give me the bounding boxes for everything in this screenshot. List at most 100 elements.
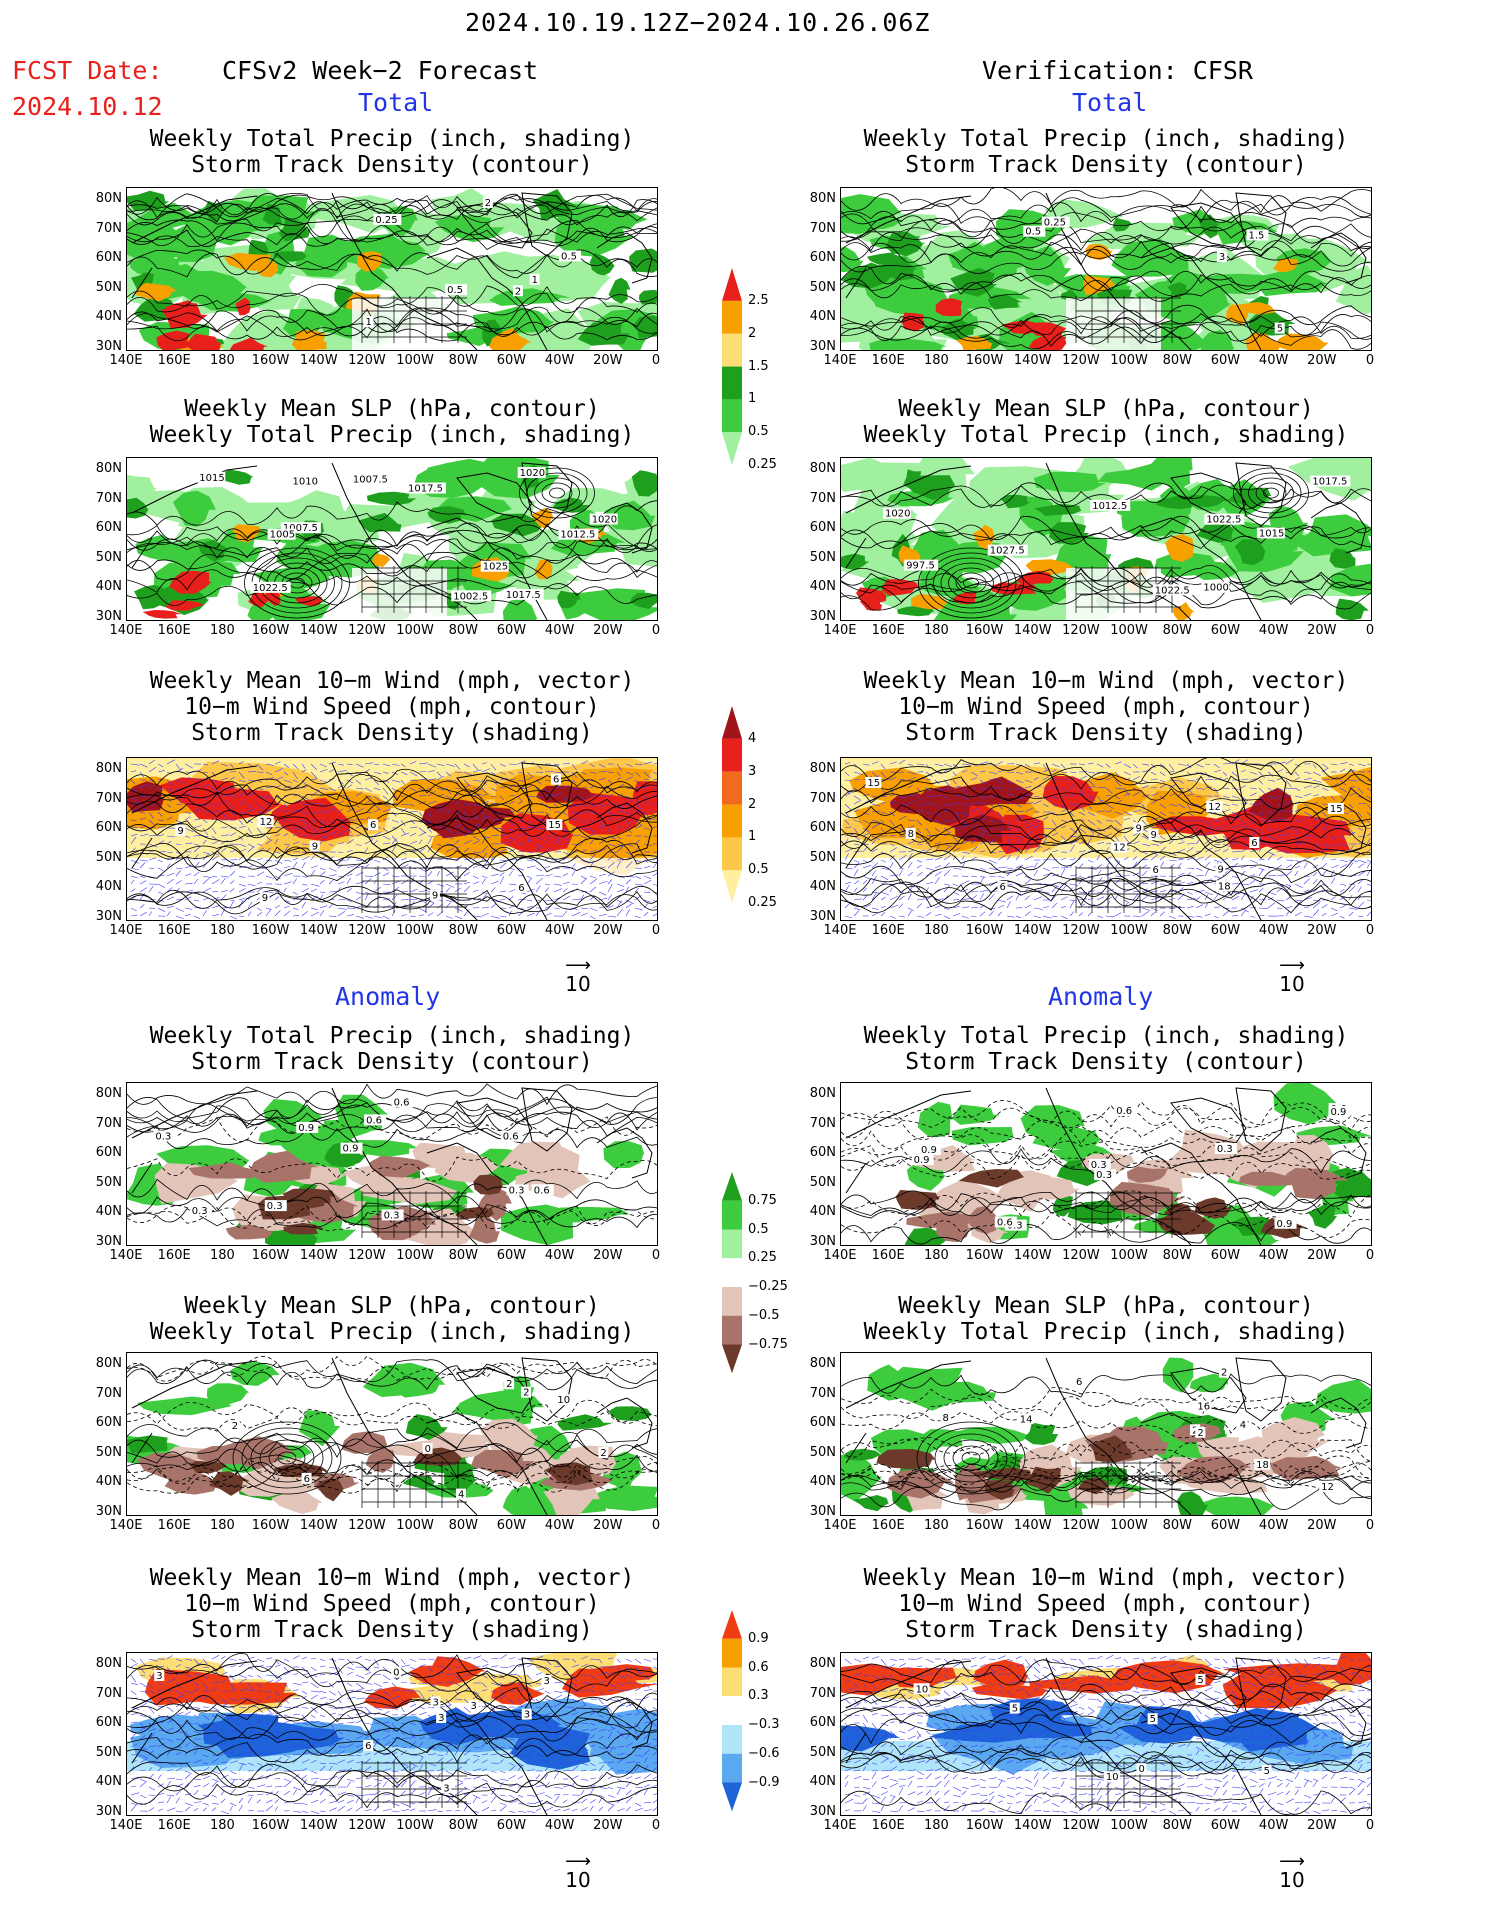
contour-line (841, 265, 1371, 293)
wind-vector (463, 1786, 470, 1791)
wind-vector (319, 787, 329, 790)
title-line: 10−m Wind Speed (mph, contour) (184, 694, 600, 720)
wind-vector (409, 1703, 417, 1708)
wind-vector (364, 777, 372, 781)
wind-vector (1024, 911, 1031, 917)
contour-line (127, 249, 657, 278)
wind-vector (481, 1689, 488, 1692)
lon-label: 160E (871, 923, 905, 938)
wind-vector (580, 859, 590, 864)
wind-vector (553, 1795, 560, 1804)
wind-vector (328, 830, 337, 837)
wind-vector (997, 779, 1005, 786)
wind-vector (238, 792, 245, 797)
wind-vector (1240, 910, 1246, 917)
wind-vector (1366, 771, 1371, 773)
wind-vector (274, 1748, 281, 1756)
title-line: Weekly Mean 10−m Wind (mph, vector) (863, 668, 1349, 694)
wind-vector (418, 1754, 424, 1758)
wind-vector (1060, 778, 1068, 781)
wind-vector (553, 1732, 560, 1740)
wind-vector (355, 1682, 364, 1689)
wind-vector (148, 1722, 153, 1727)
wind-vector (247, 770, 257, 773)
contour-line (841, 850, 1371, 878)
wind-vector (364, 1766, 372, 1772)
wind-vector (409, 779, 419, 782)
wind-vector (907, 800, 915, 805)
title-line: Storm Track Density (shading) (905, 1617, 1307, 1643)
wind-vector (1141, 911, 1149, 917)
contour-label-text: 1025 (483, 562, 508, 573)
anomaly-precip-shade (1176, 1491, 1209, 1515)
wind-vector (607, 1804, 615, 1812)
wind-vector (220, 1786, 229, 1788)
wind-vector (1060, 808, 1068, 813)
lat-label: 50N (95, 549, 122, 565)
coastline-layer (131, 192, 653, 350)
wind-vector (1006, 803, 1013, 805)
coastline (331, 1657, 478, 1815)
wind-vector (562, 888, 568, 893)
wind-vector (1303, 811, 1312, 817)
contour-label: 0.6 (364, 1114, 387, 1126)
wind-vector (517, 795, 523, 803)
wind-vector (643, 1773, 652, 1780)
precip-shade (638, 289, 657, 305)
wind-vector (979, 876, 985, 885)
wind-vector (970, 856, 977, 861)
wind-vector (1150, 792, 1159, 797)
wind-vector (1069, 911, 1075, 917)
wind-vector (490, 818, 500, 821)
coastline (426, 1412, 548, 1515)
wind-vector (418, 847, 426, 853)
wind-vector (292, 1802, 302, 1805)
wind-vector (283, 910, 291, 917)
wind-vector (418, 1742, 424, 1748)
wind-vector (481, 1658, 489, 1663)
wind-vector (598, 1704, 608, 1708)
wind-vector (382, 898, 391, 901)
wind-vector (472, 779, 482, 782)
precip-shade (987, 294, 1023, 310)
lat-label: 40N (809, 879, 836, 894)
wind-vector (544, 835, 552, 838)
wind-vector (934, 827, 941, 832)
panel-title-vf-awind: Weekly Mean 10−m Wind (mph, vector) 10−m… (806, 1565, 1406, 1643)
lat-label: 50N (809, 1174, 836, 1190)
wind-vector (355, 1786, 363, 1789)
wind-vector (1114, 779, 1122, 787)
precip-shade (247, 602, 281, 620)
wind-vector (436, 819, 443, 823)
contour-label: 2 (1195, 1426, 1206, 1439)
wind-vector (1276, 827, 1282, 833)
wind-vector (364, 847, 369, 853)
wind-vector (616, 843, 624, 847)
wind-vector (1231, 771, 1238, 777)
wind-vector (979, 827, 988, 833)
wind-vector (454, 823, 462, 829)
wind-vector (301, 856, 310, 861)
wind-vector (292, 1744, 301, 1748)
precip-shade (633, 315, 657, 339)
wind-vector (634, 1722, 641, 1730)
wind-vector (454, 1748, 460, 1756)
wind-vector (301, 803, 311, 805)
wind-vector (139, 1794, 147, 1799)
wind-vector (301, 1802, 308, 1806)
anomaly-precip-shade (342, 1163, 414, 1188)
wind-vector (952, 835, 959, 843)
wind-vector (1186, 825, 1194, 829)
wind-vector (1231, 875, 1238, 879)
wind-vector (265, 1768, 272, 1772)
lat-label: 30N (95, 1503, 122, 1519)
wind-vector (364, 1696, 374, 1700)
wind-vector (634, 883, 644, 886)
wind-vector (553, 875, 561, 878)
wind-vector (472, 1768, 481, 1772)
wind-vector (1267, 902, 1276, 909)
wind-vector (580, 771, 588, 775)
contour-line (127, 1468, 657, 1493)
wind-vector (274, 1790, 279, 1796)
wind-vector (229, 1674, 235, 1681)
